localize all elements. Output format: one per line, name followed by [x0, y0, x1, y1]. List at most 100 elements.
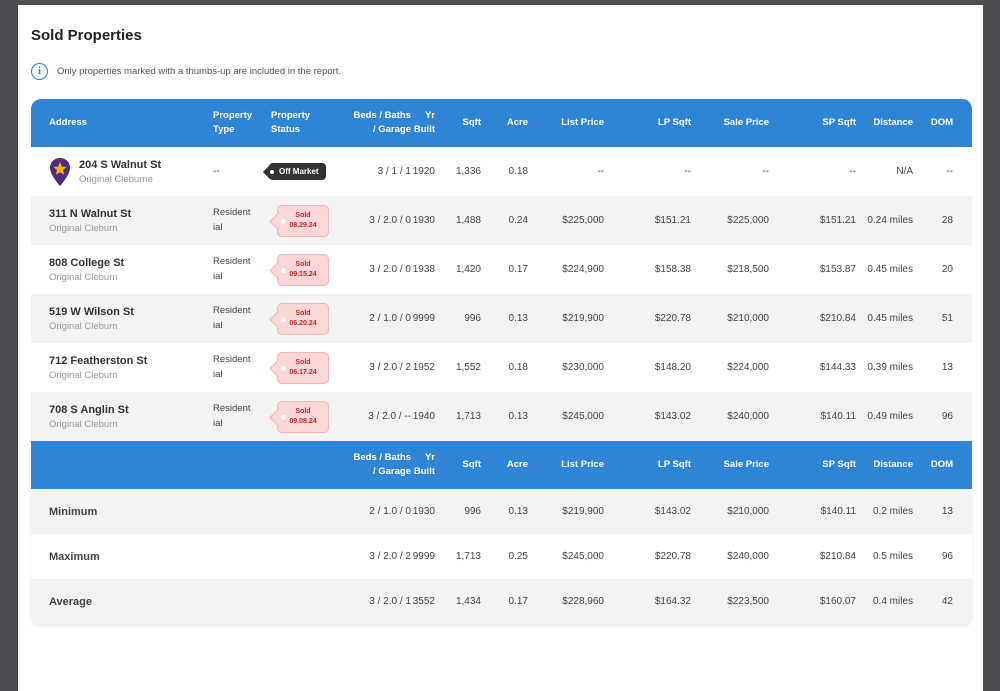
comp-sp-sqft: $144.33 — [819, 362, 856, 373]
sold-tag: Sold 09.15.24 — [277, 253, 329, 286]
stats-dom: 96 — [941, 551, 953, 562]
stats-label: Average — [49, 595, 93, 608]
header-lp-sqft: LP Sqft — [657, 117, 691, 129]
stats-dom: 42 — [941, 596, 953, 607]
stats-sale-price: $223,500 — [727, 596, 769, 607]
stats-yr: 9999 — [412, 551, 435, 562]
stats-dom: 13 — [941, 506, 953, 517]
subject-type: -- — [213, 166, 220, 177]
subject-distance: N/A — [896, 166, 913, 177]
stats-acre: 0.13 — [508, 506, 528, 517]
info-text: Only properties marked with a thumbs-up … — [57, 66, 342, 77]
stats-list-price: $245,000 — [562, 551, 604, 562]
stats-beds: 3 / 2.0 / 2 — [369, 551, 411, 562]
comp-beds: 3 / 2.0 / 0 — [369, 264, 411, 275]
stats-row: Average 3 / 2.0 / 1 3552 1,434 0.17 $228,960 $… — [31, 579, 972, 624]
header-distance: Distance — [873, 117, 913, 129]
comp-type: Resident ial — [213, 206, 251, 233]
stats-distance: 0.5 miles — [872, 551, 913, 562]
comp-city: Original Cleburn — [49, 320, 118, 332]
sold-tag: Sold 06.17.24 — [277, 351, 329, 384]
stats-header-beds: Beds / Baths / Garage — [353, 452, 411, 477]
subject-dom: -- — [946, 166, 953, 177]
comp-lp-sqft: $143.02 — [654, 411, 691, 422]
comp-sale-price: $218,500 — [727, 264, 769, 275]
comp-street: 519 W Wilson St — [49, 305, 134, 318]
comp-list-price: $224,900 — [562, 264, 604, 275]
comp-dom: 13 — [941, 362, 953, 373]
subject-address: 204 S Walnut St Original Cleburne — [79, 147, 161, 196]
stats-sp-sqft: $140.11 — [820, 506, 856, 517]
stats-distance: 0.2 miles — [872, 506, 913, 517]
comp-sp-sqft: $140.11 — [820, 411, 856, 422]
subject-property-row[interactable]: 204 S Walnut St Original Cleburne -- Off… — [31, 147, 972, 196]
info-icon: i — [31, 63, 48, 80]
comp-acre: 0.17 — [508, 264, 528, 275]
sold-label: Sold — [295, 211, 311, 219]
comp-sp-sqft: $153.87 — [819, 264, 856, 275]
stats-sp-sqft: $160.07 — [819, 596, 856, 607]
table-row[interactable]: 519 W Wilson St Original Cleburn Residen… — [31, 294, 972, 343]
subject-status: Off Market — [269, 147, 326, 196]
table-row[interactable]: 311 N Walnut St Original Cleburn Residen… — [31, 196, 972, 245]
comp-dom: 28 — [941, 215, 953, 226]
comp-acre: 0.18 — [508, 362, 528, 373]
comp-list-price: $219,900 — [562, 313, 604, 324]
comp-type: Resident ial — [213, 402, 251, 429]
header-property-status: Property Status — [271, 110, 311, 135]
sold-properties-table: Address Property Type Property Status Beds… — [31, 99, 972, 624]
comp-sale-price: $224,000 — [727, 362, 769, 373]
page-title: Sold Properties — [31, 27, 142, 44]
stats-label: Minimum — [49, 505, 98, 518]
sold-date: 08.29.24 — [289, 221, 317, 229]
comp-status: Sold 06.20.24 — [277, 294, 329, 343]
header-sqft: Sqft — [462, 117, 481, 129]
comp-city: Original Cleburn — [49, 418, 118, 430]
stats-sp-sqft: $210.84 — [819, 551, 856, 562]
comp-distance: 0.45 miles — [867, 313, 913, 324]
stats-sale-price: $240,000 — [727, 551, 769, 562]
stats-header-yr: Yr Built — [413, 452, 435, 477]
stats-acre: 0.17 — [508, 596, 528, 607]
comp-beds: 2 / 1.0 / 0 — [369, 313, 411, 324]
stats-lp-sqft: $164.32 — [654, 596, 691, 607]
subject-sale-price: -- — [762, 166, 769, 177]
sold-label: Sold — [295, 309, 311, 317]
stats-header-sale-price: Sale Price — [723, 459, 769, 471]
comp-city: Original Cleburn — [49, 369, 118, 381]
stats-label: Maximum — [49, 550, 100, 563]
sold-label: Sold — [295, 358, 311, 366]
comp-city: Original Cleburn — [49, 222, 118, 234]
comp-type: Resident ial — [213, 304, 251, 331]
table-row[interactable]: 708 S Anglin St Original Cleburn Residen… — [31, 392, 972, 441]
comp-distance: 0.24 miles — [867, 215, 913, 226]
info-note: i Only properties marked with a thumbs-u… — [31, 63, 341, 80]
comp-dom: 96 — [941, 411, 953, 422]
comp-status: Sold 09.08.24 — [277, 392, 329, 441]
comp-sqft: 1,420 — [455, 264, 481, 275]
comp-yr: 9999 — [412, 313, 435, 324]
stats-row: Maximum 3 / 2.0 / 2 9999 1,713 0.25 $245,000 $… — [31, 534, 972, 579]
comp-street: 712 Featherston St — [49, 354, 148, 367]
header-year-built: Yr Built — [413, 110, 435, 135]
stats-header-acre: Acre — [506, 459, 528, 471]
comp-sqft: 1,552 — [455, 362, 481, 373]
subject-lp-sqft: -- — [684, 166, 691, 177]
stats-acre: 0.25 — [508, 551, 528, 562]
stats-lp-sqft: $143.02 — [654, 506, 691, 517]
comp-yr: 1938 — [412, 264, 435, 275]
stats-list-price: $219,900 — [562, 506, 604, 517]
header-address: Address — [49, 117, 88, 129]
sold-label: Sold — [295, 407, 311, 415]
comp-beds: 3 / 2.0 / -- — [368, 411, 411, 422]
table-row[interactable]: 712 Featherston St Original Cleburn Resi… — [31, 343, 972, 392]
comp-beds: 3 / 2.0 / 0 — [369, 215, 411, 226]
off-market-tag: Off Market — [269, 163, 326, 180]
comp-street: 311 N Walnut St — [49, 207, 132, 220]
comp-acre: 0.13 — [508, 411, 528, 422]
comp-sale-price: $240,000 — [727, 411, 769, 422]
stats-yr: 1930 — [412, 506, 435, 517]
table-row[interactable]: 808 College St Original Cleburn Resident… — [31, 245, 972, 294]
comp-acre: 0.24 — [508, 215, 528, 226]
stats-header-sqft: Sqft — [462, 459, 481, 471]
